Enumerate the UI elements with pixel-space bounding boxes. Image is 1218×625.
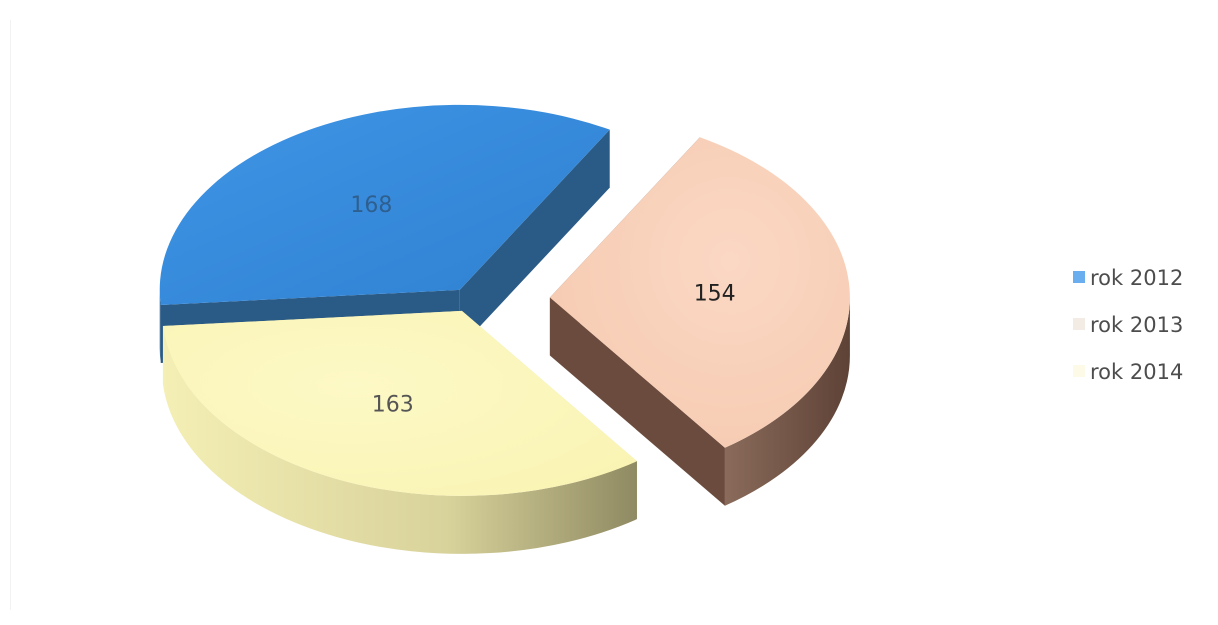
legend-label-2014: rok 2014 <box>1090 360 1183 384</box>
data-label-2013: 154 <box>694 281 736 306</box>
legend: rok 2012 rok 2013 rok 2014 <box>1073 266 1183 384</box>
slice-2013-top <box>549 137 850 448</box>
data-label-2014: 163 <box>372 392 414 417</box>
slice-2014-side <box>162 326 637 554</box>
legend-swatch-2013 <box>1073 318 1085 330</box>
slice-2012-cut-face-1 <box>459 129 610 348</box>
data-label-2012: 168 <box>350 193 392 218</box>
legend-swatch-2014 <box>1073 365 1085 377</box>
pie-labels-group: 168 154 163 <box>350 193 735 417</box>
slice-2014-top <box>162 310 637 496</box>
slice-2012-side <box>159 289 161 364</box>
pie-tops-group <box>159 104 850 496</box>
slice-2013-side <box>724 297 850 506</box>
page-edge-line <box>10 20 11 610</box>
slice-2012-top <box>159 104 610 306</box>
legend-label-2012: rok 2012 <box>1090 266 1183 290</box>
legend-swatch-2012 <box>1073 271 1085 283</box>
slice-2013-cut-face-1 <box>549 297 725 506</box>
legend-label-2013: rok 2013 <box>1090 313 1183 337</box>
